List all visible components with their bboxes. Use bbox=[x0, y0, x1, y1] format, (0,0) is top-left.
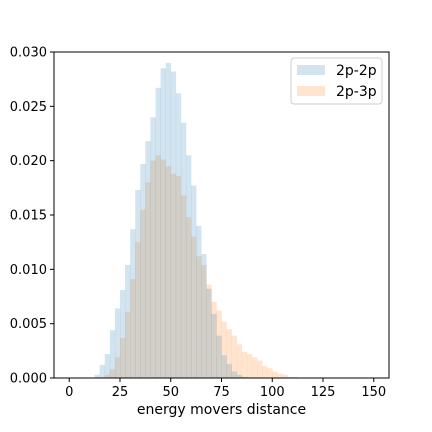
bar-2p-3p-18 bbox=[196, 256, 202, 378]
y-tick-label: 0.000 bbox=[10, 372, 47, 387]
bar-2p-3p-34 bbox=[277, 373, 283, 378]
bar-2p-2p-2 bbox=[104, 354, 111, 378]
y-tick-label: 0.020 bbox=[10, 154, 47, 169]
y-tick-label: 0.025 bbox=[10, 100, 47, 115]
bar-2p-3p-11 bbox=[160, 159, 166, 378]
bar-2p-3p-1 bbox=[109, 369, 116, 378]
bar-2p-2p-13 bbox=[160, 68, 166, 379]
x-tick-label: 25 bbox=[112, 385, 129, 400]
bar-2p-2p-29 bbox=[241, 376, 248, 378]
bar-2p-3p-17 bbox=[191, 236, 197, 378]
x-tick-label: 125 bbox=[311, 385, 336, 400]
bar-2p-3p-29 bbox=[251, 357, 258, 378]
bar-2p-2p-15 bbox=[170, 71, 177, 378]
bar-2p-3p-0 bbox=[104, 374, 111, 378]
bar-2p-2p-3 bbox=[109, 330, 116, 378]
bar-2p-2p-8 bbox=[135, 190, 141, 378]
bar-2p-3p-13 bbox=[170, 173, 177, 378]
series-2p-3p-bars bbox=[104, 155, 298, 378]
y-tick-label: 0.010 bbox=[10, 263, 47, 278]
legend-label-2p-2p: 2p-2p bbox=[336, 63, 377, 79]
bar-2p-3p-26 bbox=[236, 344, 243, 378]
bar-2p-2p-11 bbox=[150, 117, 156, 378]
bar-2p-3p-25 bbox=[231, 335, 238, 378]
bar-2p-2p-24 bbox=[216, 335, 222, 378]
legend-box bbox=[290, 57, 383, 105]
x-tick-label: 0 bbox=[65, 385, 73, 400]
bar-2p-2p-4 bbox=[114, 308, 121, 378]
bar-2p-2p-6 bbox=[125, 264, 131, 378]
bar-2p-2p-19 bbox=[191, 185, 197, 378]
bar-2p-3p-9 bbox=[150, 160, 156, 378]
bar-2p-3p-24 bbox=[226, 329, 232, 378]
bar-2p-2p-17 bbox=[180, 122, 187, 378]
x-axis-label: energy movers distance bbox=[137, 402, 306, 418]
bar-2p-2p-1 bbox=[99, 364, 106, 378]
bar-2p-2p-26 bbox=[226, 363, 232, 378]
bar-2p-2p-0 bbox=[94, 374, 100, 378]
bar-2p-2p-10 bbox=[145, 141, 151, 378]
bar-2p-2p-27 bbox=[231, 371, 238, 378]
bar-2p-3p-8 bbox=[145, 182, 151, 378]
bar-2p-3p-15 bbox=[180, 195, 187, 378]
bar-2p-2p-20 bbox=[196, 225, 202, 378]
bar-2p-3p-33 bbox=[272, 371, 278, 378]
y-tick-label: 0.030 bbox=[10, 46, 47, 61]
series-2p-2p-bars bbox=[94, 62, 248, 379]
bar-2p-3p-10 bbox=[155, 155, 161, 378]
bar-2p-2p-22 bbox=[206, 288, 212, 378]
bar-2p-3p-16 bbox=[185, 217, 192, 378]
bar-2p-2p-16 bbox=[175, 93, 182, 378]
bar-2p-3p-31 bbox=[262, 366, 268, 378]
bar-2p-3p-6 bbox=[135, 242, 141, 378]
bar-2p-3p-22 bbox=[216, 310, 222, 378]
x-tick-label: 50 bbox=[162, 385, 179, 400]
x-tick-label: 150 bbox=[361, 385, 386, 400]
bar-2p-2p-23 bbox=[211, 313, 217, 378]
y-tick-label: 0.015 bbox=[10, 209, 47, 224]
bar-2p-3p-14 bbox=[175, 175, 182, 378]
legend-swatch-2p-2p bbox=[297, 65, 325, 75]
bar-2p-2p-7 bbox=[130, 229, 136, 378]
x-tick-label: 100 bbox=[260, 385, 285, 400]
legend-swatch-2p-3p bbox=[297, 86, 325, 96]
bar-2p-3p-4 bbox=[125, 311, 131, 378]
bar-2p-3p-3 bbox=[119, 337, 126, 378]
legend-label-2p-3p: 2p-3p bbox=[336, 84, 377, 100]
bar-2p-3p-5 bbox=[130, 279, 136, 378]
bar-2p-3p-35 bbox=[282, 374, 288, 378]
legend: 2p-2p 2p-3p bbox=[290, 57, 383, 105]
bar-2p-3p-36 bbox=[287, 376, 293, 378]
bar-2p-3p-27 bbox=[241, 351, 248, 378]
bar-2p-2p-9 bbox=[140, 163, 146, 378]
x-axis-ticks: 0 25 50 75 100 125 150 bbox=[65, 378, 386, 400]
y-tick-label: 0.005 bbox=[10, 317, 47, 332]
bar-2p-2p-21 bbox=[201, 254, 207, 378]
bar-2p-3p-7 bbox=[140, 209, 146, 378]
bar-2p-3p-28 bbox=[246, 354, 253, 378]
bar-2p-2p-5 bbox=[119, 289, 126, 378]
bar-2p-3p-23 bbox=[221, 321, 227, 378]
bar-2p-3p-32 bbox=[267, 368, 273, 378]
bar-2p-2p-28 bbox=[236, 374, 243, 378]
bar-2p-2p-25 bbox=[221, 355, 227, 378]
bar-2p-2p-14 bbox=[165, 62, 172, 379]
bar-2p-3p-20 bbox=[206, 284, 212, 378]
bar-2p-2p-12 bbox=[155, 87, 161, 379]
y-axis-ticks: 0.000 0.005 0.010 0.015 0.020 0.025 0.030 bbox=[10, 46, 54, 387]
bar-2p-3p-21 bbox=[211, 301, 217, 378]
bar-2p-3p-37 bbox=[292, 376, 298, 378]
bar-2p-3p-30 bbox=[257, 360, 263, 378]
x-tick-label: 75 bbox=[213, 385, 230, 400]
bar-2p-2p-18 bbox=[185, 155, 192, 378]
bar-2p-3p-2 bbox=[114, 357, 121, 378]
bar-2p-3p-19 bbox=[201, 264, 207, 378]
bar-2p-3p-12 bbox=[165, 166, 172, 378]
